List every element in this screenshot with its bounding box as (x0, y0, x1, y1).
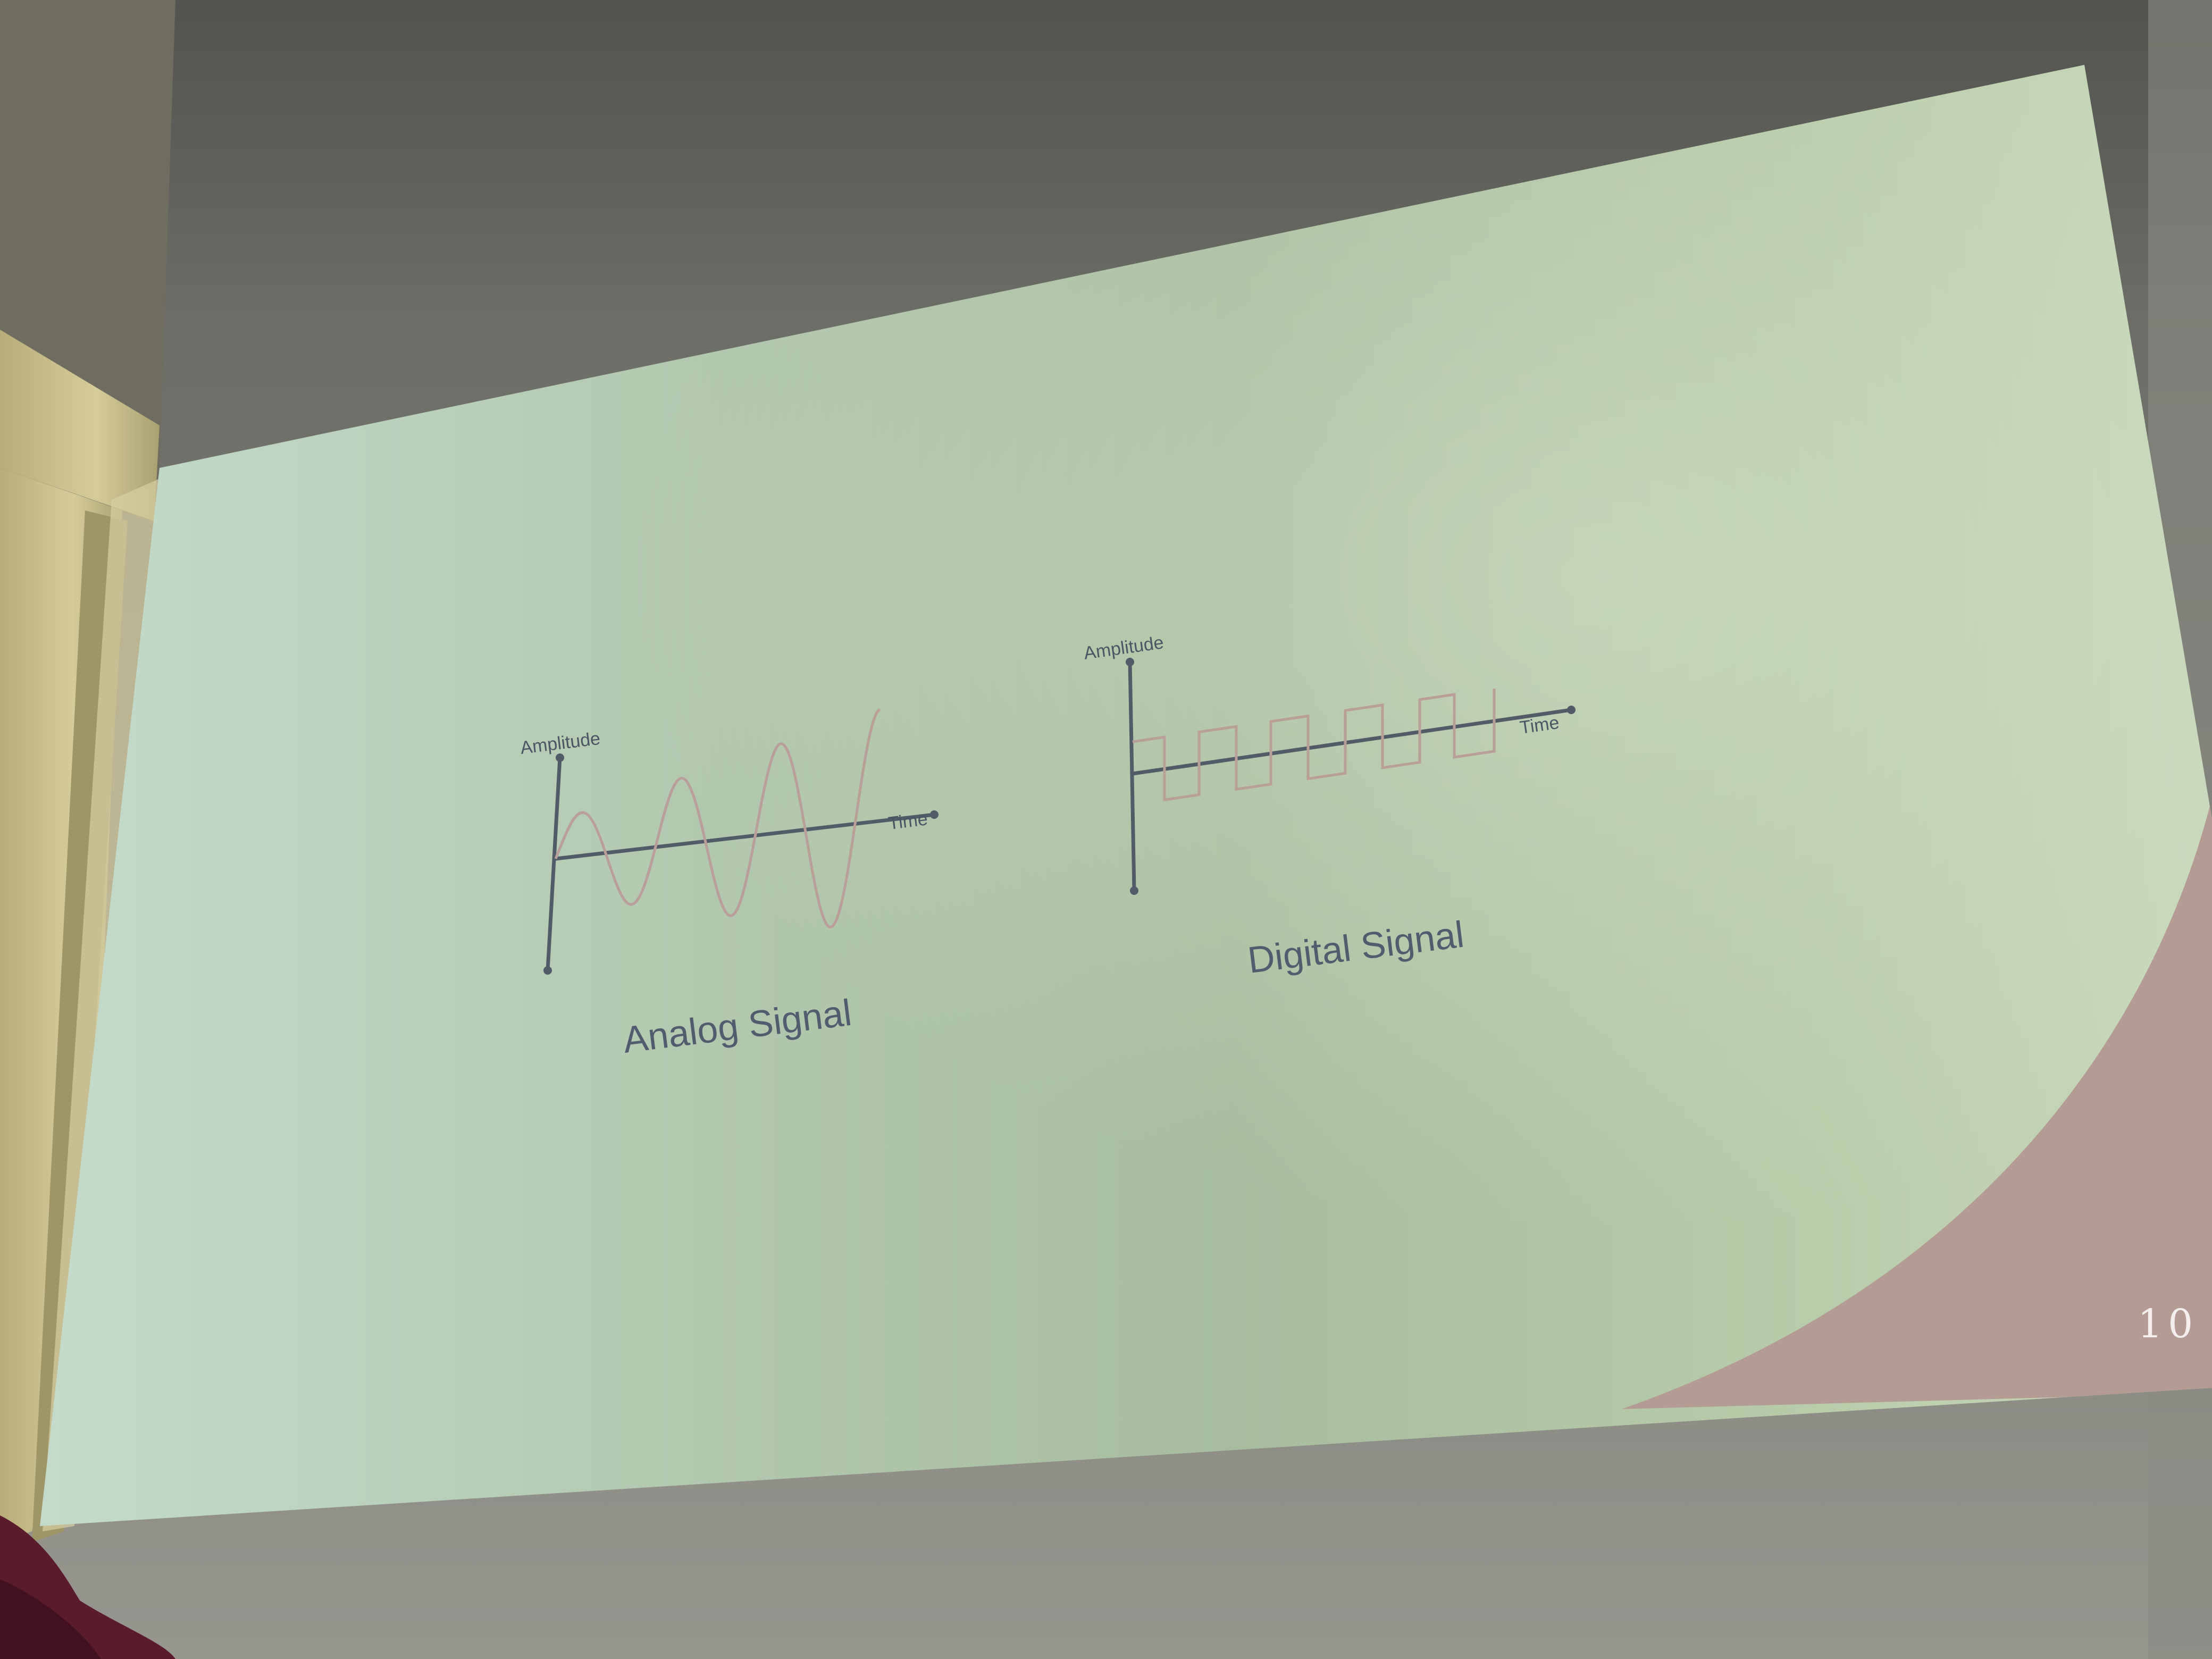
analog-x-axis (554, 812, 936, 861)
slide-corner-accent (1622, 798, 2212, 1409)
slide-glare (40, 65, 2212, 1526)
digital-origin-end (1130, 886, 1138, 895)
analog-origin-end (543, 966, 552, 975)
digital-x-axis (1130, 708, 1573, 776)
digital-y-axis (1128, 660, 1136, 893)
analog-sine-wave (554, 708, 881, 928)
analog-y-axis-end (556, 753, 564, 762)
projected-slide: 10 (40, 65, 2212, 1526)
analog-x-axis-end (930, 810, 939, 819)
slide-page-number: 10 (2138, 1301, 2198, 1347)
digital-y-axis-end (1126, 658, 1134, 666)
digital-square-wave (1132, 689, 1496, 802)
digital-x-axis-end (1567, 706, 1576, 714)
analog-y-axis (546, 756, 562, 973)
foreground-curtain-shadow (0, 1579, 101, 1659)
analog-x-axis-label: Time (887, 809, 928, 834)
